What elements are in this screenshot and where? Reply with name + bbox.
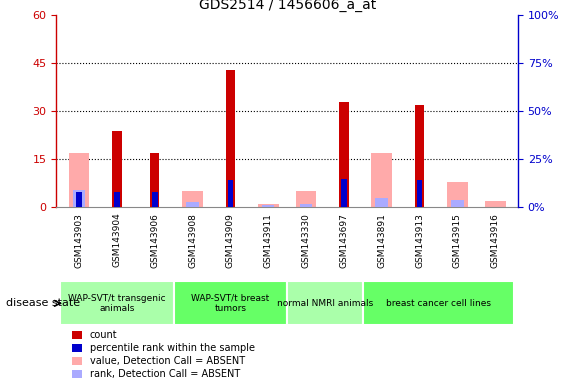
Bar: [258, 204, 279, 207]
Legend: count, percentile rank within the sample, value, Detection Call = ABSENT, rank, : count, percentile rank within the sample…: [73, 330, 255, 379]
Bar: [186, 202, 199, 207]
Bar: [339, 102, 348, 207]
Text: GSM143909: GSM143909: [226, 213, 235, 268]
Bar: [363, 281, 514, 326]
Bar: [287, 281, 363, 326]
Bar: [150, 153, 159, 207]
Text: normal NMRI animals: normal NMRI animals: [277, 299, 373, 308]
Bar: [227, 180, 233, 207]
Text: disease state: disease state: [6, 298, 80, 308]
Text: GSM143330: GSM143330: [302, 213, 311, 268]
Text: GSM143908: GSM143908: [188, 213, 197, 268]
Bar: [226, 70, 235, 207]
Bar: [417, 180, 422, 207]
Text: GSM143916: GSM143916: [491, 213, 500, 268]
Title: GDS2514 / 1456606_a_at: GDS2514 / 1456606_a_at: [199, 0, 376, 12]
Bar: [76, 192, 82, 207]
Text: GSM143906: GSM143906: [150, 213, 159, 268]
Text: WAP-SVT/t breast
tumors: WAP-SVT/t breast tumors: [191, 294, 270, 313]
Text: GSM143904: GSM143904: [113, 213, 122, 268]
Bar: [296, 191, 316, 207]
Text: GSM143903: GSM143903: [74, 213, 83, 268]
Bar: [112, 131, 122, 207]
Bar: [372, 153, 392, 207]
Bar: [447, 182, 468, 207]
Bar: [182, 191, 203, 207]
Bar: [73, 190, 85, 207]
Bar: [114, 192, 120, 207]
Bar: [415, 105, 425, 207]
Bar: [300, 204, 312, 207]
Text: GSM143891: GSM143891: [377, 213, 386, 268]
Text: WAP-SVT/t transgenic
animals: WAP-SVT/t transgenic animals: [68, 294, 166, 313]
Bar: [60, 281, 173, 326]
Bar: [376, 198, 388, 207]
Bar: [451, 200, 464, 207]
Text: breast cancer cell lines: breast cancer cell lines: [386, 299, 491, 308]
Bar: [485, 201, 506, 207]
Bar: [69, 153, 90, 207]
Text: GSM143915: GSM143915: [453, 213, 462, 268]
Text: GSM143913: GSM143913: [415, 213, 424, 268]
Text: GSM143911: GSM143911: [263, 213, 272, 268]
Text: GSM143697: GSM143697: [339, 213, 348, 268]
Bar: [173, 281, 287, 326]
Bar: [262, 205, 274, 207]
Bar: [341, 179, 347, 207]
Bar: [152, 192, 158, 207]
